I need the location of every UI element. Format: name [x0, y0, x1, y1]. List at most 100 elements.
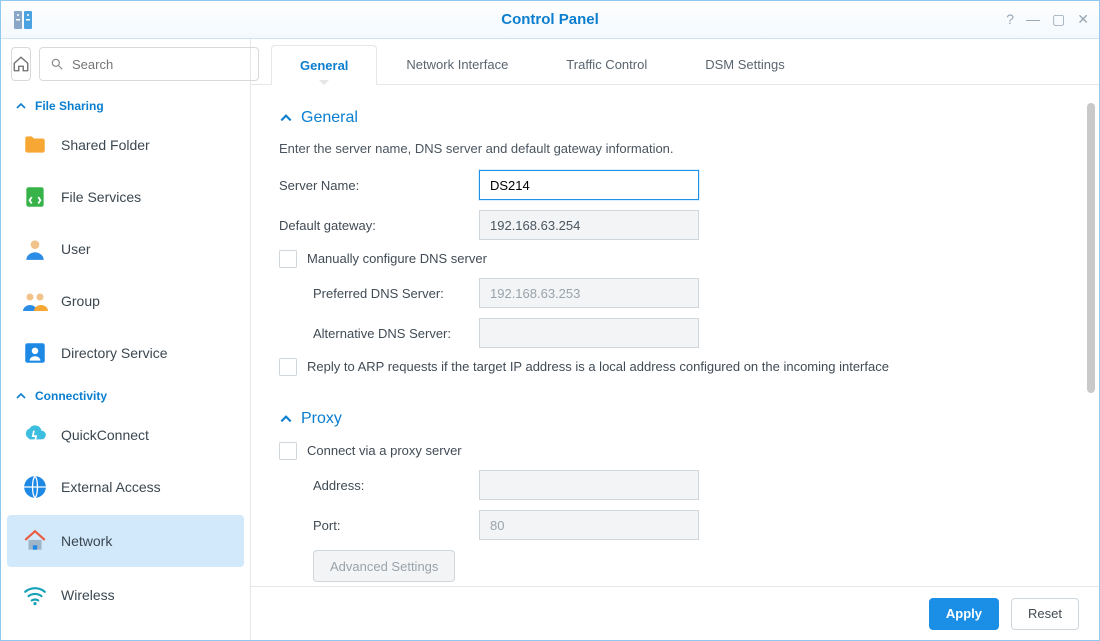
window-title: Control Panel — [1, 11, 1099, 28]
row-default-gateway: Default gateway: — [279, 210, 1071, 240]
tab-general[interactable]: General — [271, 45, 377, 85]
section-proxy-header[interactable]: Proxy — [279, 410, 1071, 428]
sidebar-item-wireless[interactable]: Wireless — [1, 569, 250, 621]
search-input[interactable] — [72, 57, 248, 72]
row-proxy-address: Address: — [313, 470, 1071, 500]
content-area: General Enter the server name, DNS serve… — [251, 85, 1099, 586]
reset-button[interactable]: Reset — [1011, 598, 1079, 630]
close-icon[interactable]: ✕ — [1077, 11, 1089, 28]
proxy-port-input — [479, 510, 699, 540]
arp-reply-label: Reply to ARP requests if the target IP a… — [307, 358, 889, 376]
sidebar-item-user[interactable]: User — [1, 223, 250, 275]
sidebar-item-file-services[interactable]: File Services — [1, 171, 250, 223]
tab-traffic-control[interactable]: Traffic Control — [537, 45, 676, 84]
row-connect-proxy: Connect via a proxy server — [279, 442, 1071, 460]
search-icon — [50, 57, 64, 71]
server-name-input[interactable] — [479, 170, 699, 200]
titlebar: Control Panel ? — ▢ ✕ — [1, 1, 1099, 39]
main-panel: General Network Interface Traffic Contro… — [251, 39, 1099, 640]
sidebar-item-shared-folder[interactable]: Shared Folder — [1, 119, 250, 171]
proxy-address-input — [479, 470, 699, 500]
chevron-up-icon — [15, 100, 27, 112]
tab-label: DSM Settings — [705, 57, 784, 72]
tab-label: Network Interface — [406, 57, 508, 72]
app-icon — [13, 9, 35, 31]
connect-proxy-label: Connect via a proxy server — [307, 442, 462, 460]
sidebar-item-label: Directory Service — [61, 345, 168, 361]
control-panel-window: Control Panel ? — ▢ ✕ File Sharin — [0, 0, 1100, 641]
wireless-icon — [21, 581, 49, 609]
apply-button[interactable]: Apply — [929, 598, 999, 630]
proxy-address-label: Address: — [313, 478, 479, 493]
file-services-icon — [21, 183, 49, 211]
maximize-icon[interactable]: ▢ — [1052, 11, 1065, 28]
sidebar-group-label: File Sharing — [35, 99, 104, 113]
row-proxy-port: Port: — [313, 510, 1071, 540]
row-preferred-dns: Preferred DNS Server: — [313, 278, 1071, 308]
sidebar-item-group[interactable]: Group — [1, 275, 250, 327]
tab-network-interface[interactable]: Network Interface — [377, 45, 537, 84]
sidebar-item-label: External Access — [61, 479, 161, 495]
footer: Apply Reset — [251, 586, 1099, 640]
chevron-up-icon — [279, 111, 293, 125]
server-name-label: Server Name: — [279, 178, 479, 193]
connect-proxy-checkbox[interactable] — [279, 442, 297, 460]
sidebar-item-label: Group — [61, 293, 100, 309]
section-general-header[interactable]: General — [279, 109, 1071, 127]
quickconnect-icon — [21, 421, 49, 449]
sidebar-group-connectivity[interactable]: Connectivity — [1, 379, 250, 409]
sidebar-item-label: User — [61, 241, 91, 257]
default-gateway-input[interactable] — [479, 210, 699, 240]
tab-label: General — [300, 58, 348, 73]
external-access-icon — [21, 473, 49, 501]
sidebar-scroll: File Sharing Shared Folder File Services… — [1, 89, 250, 640]
sidebar-item-label: Shared Folder — [61, 137, 150, 153]
folder-icon — [21, 131, 49, 159]
chevron-up-icon — [15, 390, 27, 402]
sidebar-item-network[interactable]: Network — [7, 515, 244, 567]
sidebar-item-directory-service[interactable]: Directory Service — [1, 327, 250, 379]
alternative-dns-label: Alternative DNS Server: — [313, 326, 479, 341]
window-controls: ? — ▢ ✕ — [1006, 11, 1089, 28]
chevron-up-icon — [279, 412, 293, 426]
sidebar: File Sharing Shared Folder File Services… — [1, 39, 251, 640]
sidebar-group-file-sharing[interactable]: File Sharing — [1, 89, 250, 119]
section-title: Proxy — [301, 410, 342, 428]
preferred-dns-label: Preferred DNS Server: — [313, 286, 479, 301]
directory-service-icon — [21, 339, 49, 367]
manual-dns-label: Manually configure DNS server — [307, 250, 487, 268]
tabs: General Network Interface Traffic Contro… — [251, 45, 1099, 85]
row-advanced-settings: Advanced Settings — [313, 550, 1071, 582]
row-manual-dns: Manually configure DNS server — [279, 250, 1071, 268]
sidebar-item-label: File Services — [61, 189, 141, 205]
search-box[interactable] — [39, 47, 259, 81]
help-icon[interactable]: ? — [1006, 11, 1014, 28]
sidebar-item-quickconnect[interactable]: QuickConnect — [1, 409, 250, 461]
home-icon — [12, 55, 30, 73]
arp-reply-checkbox[interactable] — [279, 358, 297, 376]
section-description: Enter the server name, DNS server and de… — [279, 141, 1071, 156]
preferred-dns-input — [479, 278, 699, 308]
scrollbar[interactable] — [1087, 103, 1095, 393]
tab-dsm-settings[interactable]: DSM Settings — [676, 45, 813, 84]
section-title: General — [301, 109, 358, 127]
row-alternative-dns: Alternative DNS Server: — [313, 318, 1071, 348]
user-icon — [21, 235, 49, 263]
row-arp-reply: Reply to ARP requests if the target IP a… — [279, 358, 1071, 376]
group-icon — [21, 287, 49, 315]
sidebar-item-label: QuickConnect — [61, 427, 149, 443]
minimize-icon[interactable]: — — [1026, 11, 1040, 28]
advanced-settings-button: Advanced Settings — [313, 550, 455, 582]
row-server-name: Server Name: — [279, 170, 1071, 200]
manual-dns-checkbox[interactable] — [279, 250, 297, 268]
tab-label: Traffic Control — [566, 57, 647, 72]
network-icon — [21, 527, 49, 555]
sidebar-item-label: Network — [61, 533, 112, 549]
home-button[interactable] — [11, 47, 31, 81]
alternative-dns-input — [479, 318, 699, 348]
default-gateway-label: Default gateway: — [279, 218, 479, 233]
sidebar-group-label: Connectivity — [35, 389, 107, 403]
search-row — [1, 39, 250, 89]
sidebar-item-external-access[interactable]: External Access — [1, 461, 250, 513]
sidebar-item-label: Wireless — [61, 587, 115, 603]
